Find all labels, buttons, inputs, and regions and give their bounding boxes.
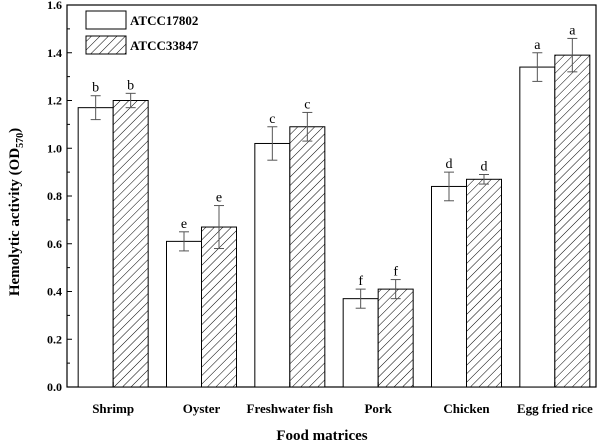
y-tick-label: 1.6 [47,0,62,12]
y-tick-label: 0.8 [47,189,62,203]
x-tick-label: Shrimp [92,401,134,416]
y-tick-label: 0.4 [47,285,62,299]
bar-1 [166,240,202,388]
y-axis-title-close: ) [7,128,23,133]
y-tick-label: 1.2 [47,94,62,108]
bar-2 [112,100,149,388]
significance-letter: d [446,157,453,172]
significance-letter: a [569,23,576,38]
significance-letter: c [304,97,310,112]
x-axis-labels: Shrimp Oyster Freshwater fish Pork Chicken Eg… [92,382,593,416]
bar-2 [201,226,237,388]
significance-letter: b [92,81,99,96]
significance-letter: f [393,265,398,280]
y-tick-label: 0.2 [47,332,62,346]
y-axis-ticks: 0.0 0.2 0.4 0.6 0.8 1.0 1.2 1.4 1.6 [47,0,72,394]
y-tick-label: 1.0 [47,141,62,155]
significance-letter: c [269,112,275,127]
significance-letter: a [534,38,541,53]
bar-2 [377,288,414,388]
y-tick-label: 0.6 [47,237,62,251]
y-axis-title-subscript: 570 [15,133,26,148]
bars: b b e e c c f f d d a a [77,23,591,388]
legend-swatch-open [85,10,127,30]
bar-1 [342,298,379,388]
significance-letter: f [358,274,363,289]
bar-1 [519,66,556,388]
legend-label-series-1: ATCC17802 [130,13,198,28]
bar-1 [254,142,291,388]
x-tick-label: Egg fried rice [517,401,593,416]
significance-letter: d [481,160,488,175]
legend: ATCC17802 ATCC33847 [85,10,199,55]
significance-letter: e [216,191,222,206]
significance-letter: b [127,78,134,93]
x-tick-label: Freshwater fish [247,401,334,416]
bar-1 [431,185,467,388]
bar-2 [466,178,502,388]
y-tick-label: 0.0 [47,380,62,394]
x-tick-label: Chicken [443,401,490,416]
x-tick-label: Oyster [183,401,221,416]
bar-1 [77,107,114,388]
x-axis-title: Food matrices [276,428,367,444]
x-tick-label: Pork [364,401,392,416]
significance-letter: e [181,217,187,232]
y-tick-label: 1.4 [47,46,62,60]
bar-2 [554,54,591,388]
legend-label-series-2: ATCC33847 [130,38,199,53]
y-axis-title: Hemolytic activity (OD570) [7,128,26,296]
y-axis-title-main: Hemolytic activity (OD [7,148,23,296]
bar-2 [289,126,326,388]
legend-swatch-hatched [85,35,127,55]
